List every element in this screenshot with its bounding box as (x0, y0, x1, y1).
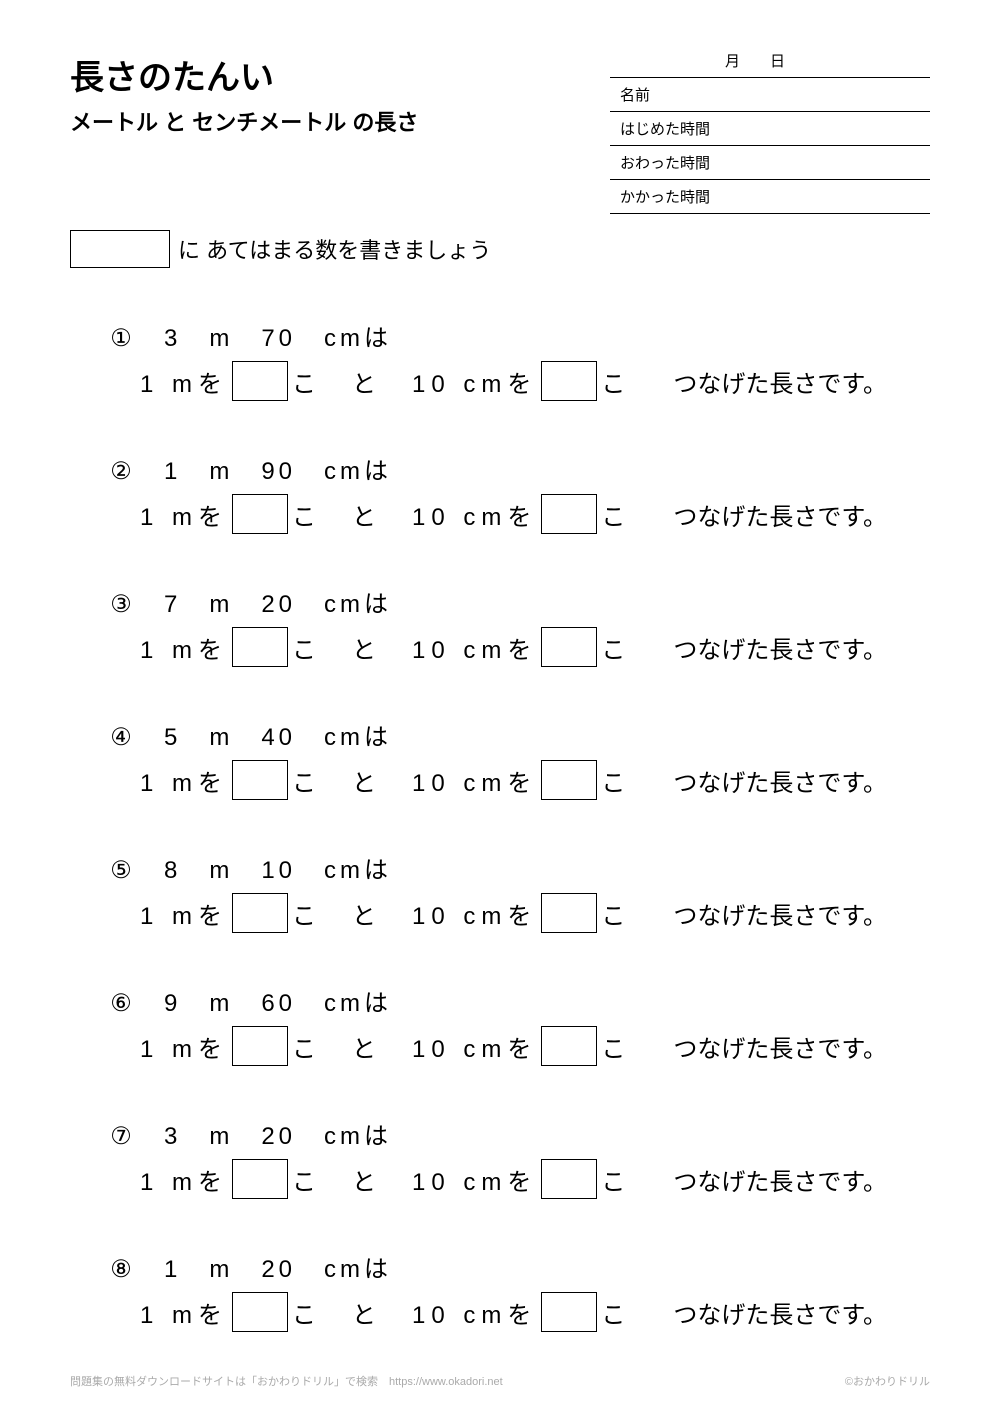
problem-answer-line: 1 mを こ と 10 cmを こ つなげた長さです。 (110, 760, 930, 800)
answer-blank-m[interactable] (232, 1026, 288, 1066)
answer-blank-cm[interactable] (541, 1026, 597, 1066)
text-1m-wo: 1 mを (140, 1295, 228, 1330)
problem-measure: 3 m 70 cmは (136, 325, 392, 352)
problem-answer-line: 1 mを こ と 10 cmを こ つなげた長さです。 (110, 1159, 930, 1199)
text-1m-wo: 1 mを (140, 630, 228, 665)
text-ko-to-10cm: こ と 10 cmを (292, 1295, 537, 1330)
text-ko-to-10cm: こ と 10 cmを (292, 364, 537, 399)
text-1m-wo: 1 mを (140, 497, 228, 532)
answer-blank-cm[interactable] (541, 760, 597, 800)
text-1m-wo: 1 mを (140, 896, 228, 931)
problem-statement: ① 3 m 70 cmは (110, 318, 930, 353)
answer-blank-m[interactable] (232, 494, 288, 534)
problem-statement: ⑧ 1 m 20 cmは (110, 1249, 930, 1284)
text-1m-wo: 1 mを (140, 1162, 228, 1197)
text-ko-suffix: こ つなげた長さです。 (601, 1029, 887, 1064)
text-1m-wo: 1 mを (140, 1029, 228, 1064)
duration-cell[interactable]: かかった時間 (610, 179, 930, 214)
day-label: 日 (770, 53, 815, 70)
problem-number: ① (110, 324, 136, 353)
problem-item: ④ 5 m 40 cmは 1 mを こ と 10 cmを こ つなげた長さです。 (110, 717, 930, 800)
problem-measure: 9 m 60 cmは (136, 990, 392, 1017)
date-row: 月日 (610, 50, 930, 77)
problem-number: ④ (110, 723, 136, 752)
text-ko-suffix: こ つなげた長さです。 (601, 364, 887, 399)
problem-statement: ④ 5 m 40 cmは (110, 717, 930, 752)
footer: 問題集の無料ダウンロードサイトは「おかわりドリル」で検索 https://www… (70, 1373, 930, 1389)
problem-answer-line: 1 mを こ と 10 cmを こ つなげた長さです。 (110, 361, 930, 401)
answer-blank-cm[interactable] (541, 893, 597, 933)
name-cell[interactable]: 名前 (610, 77, 930, 111)
text-ko-suffix: こ つなげた長さです。 (601, 630, 887, 665)
text-ko-suffix: こ つなげた長さです。 (601, 1295, 887, 1330)
problem-item: ⑤ 8 m 10 cmは 1 mを こ と 10 cmを こ つなげた長さです。 (110, 850, 930, 933)
footer-right: ©おかわりドリル (845, 1373, 930, 1389)
answer-blank-m[interactable] (232, 760, 288, 800)
meta-block: 月日 名前 はじめた時間 おわった時間 かかった時間 (610, 50, 930, 214)
problem-answer-line: 1 mを こ と 10 cmを こ つなげた長さです。 (110, 627, 930, 667)
problem-number: ⑥ (110, 989, 136, 1018)
text-ko-to-10cm: こ と 10 cmを (292, 763, 537, 798)
text-ko-to-10cm: こ と 10 cmを (292, 1162, 537, 1197)
problem-measure: 1 m 90 cmは (136, 458, 392, 485)
header: 長さのたんい メートル と センチメートル の長さ 月日 名前 はじめた時間 お… (70, 50, 930, 214)
problem-item: ② 1 m 90 cmは 1 mを こ と 10 cmを こ つなげた長さです。 (110, 451, 930, 534)
problem-number: ⑤ (110, 856, 136, 885)
problem-answer-line: 1 mを こ と 10 cmを こ つなげた長さです。 (110, 1026, 930, 1066)
problem-measure: 7 m 20 cmは (136, 591, 392, 618)
problem-statement: ③ 7 m 20 cmは (110, 584, 930, 619)
problem-statement: ⑥ 9 m 60 cmは (110, 983, 930, 1018)
problem-measure: 5 m 40 cmは (136, 724, 392, 751)
text-1m-wo: 1 mを (140, 763, 228, 798)
problem-number: ⑦ (110, 1122, 136, 1151)
instruction-text: に あてはまる数を書きましょう (178, 233, 491, 265)
text-ko-suffix: こ つなげた長さです。 (601, 896, 887, 931)
problem-item: ⑦ 3 m 20 cmは 1 mを こ と 10 cmを こ つなげた長さです。 (110, 1116, 930, 1199)
instruction-blank-box (70, 230, 170, 268)
problem-answer-line: 1 mを こ と 10 cmを こ つなげた長さです。 (110, 893, 930, 933)
problem-statement: ⑤ 8 m 10 cmは (110, 850, 930, 885)
problem-statement: ⑦ 3 m 20 cmは (110, 1116, 930, 1151)
problem-number: ③ (110, 590, 136, 619)
answer-blank-cm[interactable] (541, 361, 597, 401)
answer-blank-m[interactable] (232, 1292, 288, 1332)
answer-blank-m[interactable] (232, 627, 288, 667)
problem-item: ① 3 m 70 cmは 1 mを こ と 10 cmを こ つなげた長さです。 (110, 318, 930, 401)
problem-measure: 1 m 20 cmは (136, 1256, 392, 1283)
answer-blank-m[interactable] (232, 361, 288, 401)
problem-answer-line: 1 mを こ と 10 cmを こ つなげた長さです。 (110, 1292, 930, 1332)
problem-item: ③ 7 m 20 cmは 1 mを こ と 10 cmを こ つなげた長さです。 (110, 584, 930, 667)
text-ko-suffix: こ つなげた長さです。 (601, 497, 887, 532)
text-ko-to-10cm: こ と 10 cmを (292, 630, 537, 665)
answer-blank-cm[interactable] (541, 1159, 597, 1199)
problem-measure: 3 m 20 cmは (136, 1123, 392, 1150)
answer-blank-cm[interactable] (541, 627, 597, 667)
answer-blank-m[interactable] (232, 1159, 288, 1199)
sub-title: メートル と センチメートル の長さ (70, 105, 610, 137)
title-block: 長さのたんい メートル と センチメートル の長さ (70, 50, 610, 167)
problems-container: ① 3 m 70 cmは1 mをこ と 10 cmをこ つなげた長さです。② 1… (70, 318, 930, 1332)
problem-statement: ② 1 m 90 cmは (110, 451, 930, 486)
problem-number: ⑧ (110, 1255, 136, 1284)
problem-item: ⑧ 1 m 20 cmは 1 mを こ と 10 cmを こ つなげた長さです。 (110, 1249, 930, 1332)
problem-answer-line: 1 mを こ と 10 cmを こ つなげた長さです。 (110, 494, 930, 534)
text-ko-suffix: こ つなげた長さです。 (601, 763, 887, 798)
end-time-cell[interactable]: おわった時間 (610, 145, 930, 179)
text-1m-wo: 1 mを (140, 364, 228, 399)
start-time-cell[interactable]: はじめた時間 (610, 111, 930, 145)
instruction-row: に あてはまる数を書きましょう (70, 230, 930, 268)
answer-blank-cm[interactable] (541, 494, 597, 534)
main-title: 長さのたんい (70, 50, 610, 99)
text-ko-to-10cm: こ と 10 cmを (292, 1029, 537, 1064)
text-ko-to-10cm: こ と 10 cmを (292, 896, 537, 931)
answer-blank-cm[interactable] (541, 1292, 597, 1332)
month-label: 月 (725, 53, 770, 70)
problem-number: ② (110, 457, 136, 486)
answer-blank-m[interactable] (232, 893, 288, 933)
text-ko-to-10cm: こ と 10 cmを (292, 497, 537, 532)
problem-item: ⑥ 9 m 60 cmは 1 mを こ と 10 cmを こ つなげた長さです。 (110, 983, 930, 1066)
problem-measure: 8 m 10 cmは (136, 857, 392, 884)
footer-left: 問題集の無料ダウンロードサイトは「おかわりドリル」で検索 https://www… (70, 1373, 503, 1389)
text-ko-suffix: こ つなげた長さです。 (601, 1162, 887, 1197)
